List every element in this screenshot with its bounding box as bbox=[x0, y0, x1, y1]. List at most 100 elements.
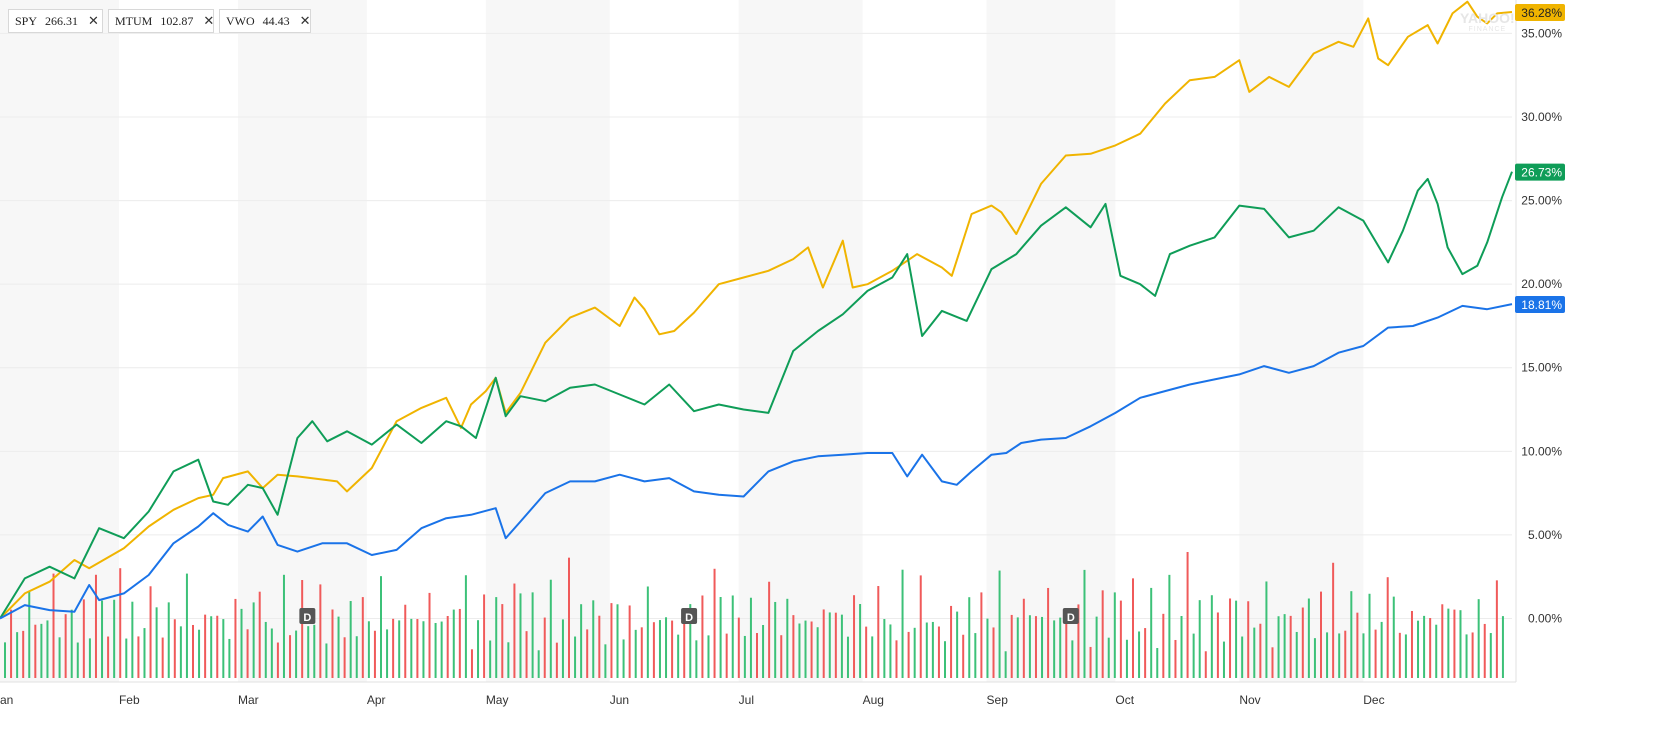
volume-bar bbox=[1113, 592, 1116, 678]
volume-bar bbox=[992, 627, 995, 678]
volume-bar bbox=[34, 624, 37, 678]
volume-bar bbox=[319, 584, 322, 678]
volume-bar bbox=[1368, 593, 1371, 678]
dividend-marker[interactable] bbox=[299, 608, 316, 624]
volume-bar bbox=[695, 640, 698, 678]
volume-bar bbox=[1277, 616, 1280, 678]
volume-bar bbox=[410, 618, 413, 678]
volume-bar bbox=[94, 574, 97, 678]
volume-bar bbox=[373, 630, 376, 678]
volume-bar bbox=[1453, 609, 1456, 678]
series-line-spy bbox=[0, 303, 1513, 620]
volume-bar bbox=[944, 641, 946, 678]
volume-bar bbox=[871, 636, 874, 678]
volume-bar bbox=[343, 637, 346, 678]
volume-bar bbox=[701, 595, 704, 678]
volume-bar bbox=[580, 604, 583, 678]
dividend-marker[interactable] bbox=[1062, 608, 1079, 624]
volume-bar bbox=[1216, 612, 1219, 678]
series-lines[interactable] bbox=[0, 0, 1513, 620]
volume-bar bbox=[640, 627, 643, 678]
volume-bar bbox=[1471, 632, 1474, 678]
volume-bar bbox=[816, 627, 819, 678]
volume-bar bbox=[822, 609, 825, 678]
volume-bar bbox=[264, 621, 267, 678]
volume-bar bbox=[489, 640, 492, 678]
volume-bar bbox=[513, 583, 516, 678]
legend-price-spy: 266.31 bbox=[45, 13, 79, 28]
volume-bar bbox=[64, 614, 67, 678]
legend-symbol-spy: SPY bbox=[15, 13, 38, 28]
volume-bar bbox=[210, 616, 213, 678]
volume-bar bbox=[185, 573, 188, 678]
volume-bar bbox=[537, 650, 540, 678]
x-tick-label: Nov bbox=[1239, 693, 1260, 707]
legend-price-mtum: 102.87 bbox=[160, 13, 194, 28]
legend-chip-spy[interactable]: SPY 266.31 ✕ bbox=[8, 9, 103, 33]
volume-bar bbox=[834, 612, 837, 678]
x-tick-label: Jul bbox=[739, 693, 754, 707]
legend-chip-mtum[interactable]: MTUM 102.87 ✕ bbox=[108, 9, 214, 33]
volume-bar bbox=[355, 636, 358, 678]
volume-bar bbox=[307, 626, 310, 678]
volume-bar bbox=[507, 642, 510, 678]
volume-bar bbox=[1332, 562, 1335, 678]
volume-bar bbox=[1229, 598, 1232, 678]
x-tick-label: Jun bbox=[610, 693, 629, 707]
volume-bar bbox=[1313, 638, 1316, 678]
volume-bar bbox=[1380, 621, 1383, 678]
month-band bbox=[986, 0, 1116, 682]
volume-bar bbox=[495, 597, 498, 678]
volume-bar bbox=[1483, 623, 1486, 678]
volume-bar bbox=[1168, 574, 1171, 678]
volume-bar bbox=[1077, 604, 1080, 678]
volume-bar bbox=[1307, 598, 1310, 678]
volume-bar bbox=[1180, 616, 1183, 678]
volume-bar bbox=[646, 586, 649, 678]
volume-bar bbox=[1374, 629, 1377, 678]
volume-bar bbox=[367, 621, 370, 678]
volume-bar bbox=[1132, 578, 1134, 678]
volume-bar bbox=[622, 639, 625, 678]
dividend-marker[interactable] bbox=[681, 608, 698, 624]
volume-bar bbox=[204, 614, 207, 678]
volume-bar bbox=[82, 599, 85, 678]
gridlines bbox=[0, 32, 1512, 619]
close-icon[interactable]: ✕ bbox=[88, 13, 99, 29]
volume-bar bbox=[780, 635, 783, 678]
close-icon[interactable]: ✕ bbox=[299, 13, 311, 29]
volume-bar bbox=[519, 593, 522, 678]
volume-bar bbox=[301, 580, 304, 678]
volume-bar bbox=[1150, 587, 1153, 678]
volume-bar bbox=[1162, 613, 1165, 678]
volume-bar bbox=[1210, 595, 1213, 678]
volume-bar bbox=[386, 629, 389, 678]
y-tick-label: 30.00% bbox=[1521, 110, 1562, 124]
volume-bar bbox=[1344, 630, 1347, 678]
volume-bar bbox=[1398, 632, 1401, 678]
volume-bar bbox=[998, 570, 1001, 678]
volume-bar bbox=[458, 608, 461, 678]
volume-bar bbox=[1489, 633, 1492, 678]
legend-symbol-mtum: MTUM bbox=[115, 13, 153, 28]
volume-bar bbox=[483, 594, 486, 678]
volume-bar bbox=[234, 598, 237, 678]
volume-bar bbox=[464, 575, 467, 678]
x-tick-label: Aug bbox=[863, 693, 884, 707]
close-icon[interactable]: ✕ bbox=[203, 13, 215, 29]
watermark-brand: YAHOO! bbox=[1460, 10, 1515, 26]
volume-bar bbox=[974, 633, 977, 678]
volume-bar bbox=[1247, 601, 1250, 678]
volume-bar bbox=[1138, 631, 1141, 678]
volume-bar bbox=[276, 642, 279, 678]
x-tick-label: Oct bbox=[1115, 693, 1134, 707]
volume-bar bbox=[853, 595, 856, 678]
volume-bar bbox=[222, 619, 225, 678]
volume-bar bbox=[586, 629, 589, 678]
volume-bar bbox=[325, 643, 328, 678]
x-axis: an Feb Mar Apr May Jun Jul Aug Sep Oct Nov Dec bbox=[0, 693, 1385, 707]
volume-bar bbox=[1447, 608, 1450, 678]
legend-chip-vwo[interactable]: VWO 44.43 ✕ bbox=[219, 9, 311, 33]
